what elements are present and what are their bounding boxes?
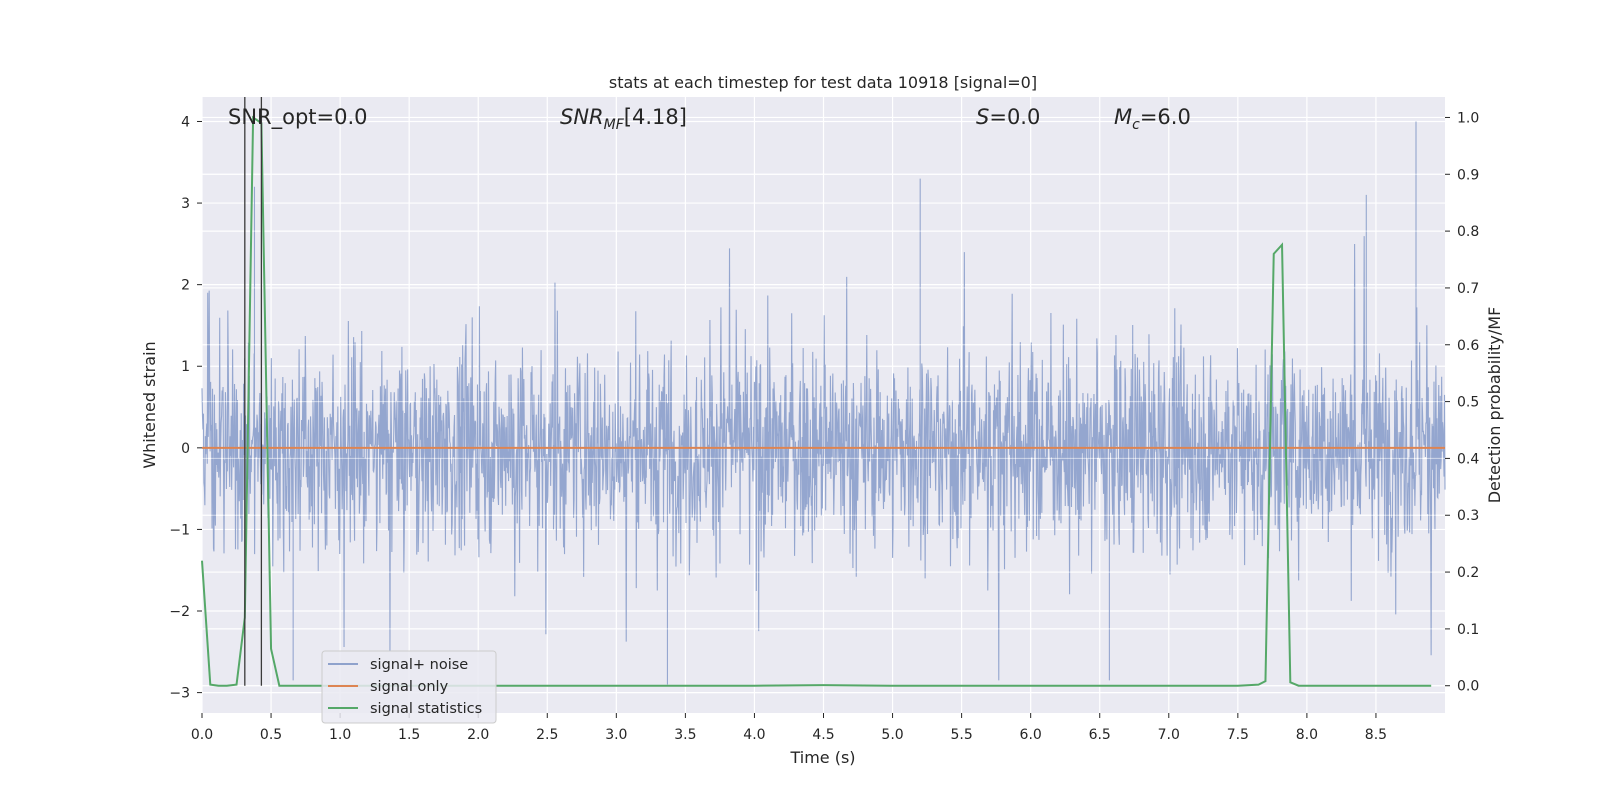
- x-tick-label: 6.0: [1020, 727, 1042, 743]
- x-tick-label: 0.0: [191, 727, 213, 743]
- legend: signal+ noise signal only signal statist…: [321, 650, 497, 724]
- annotation-snr-mf: SNRMF[4.18]: [560, 105, 687, 133]
- x-tick-label: 3.5: [674, 727, 696, 743]
- x-tick-label: 1.0: [329, 727, 351, 743]
- y2-tick-label: 0.8: [1457, 224, 1479, 240]
- annotation-s: S=0.0: [976, 105, 1040, 129]
- y2-tick-label: 0.6: [1457, 338, 1479, 354]
- x-tick-label: 7.5: [1227, 727, 1249, 743]
- y2-tick-label: 0.1: [1457, 622, 1479, 638]
- y2-tick-label: 0.3: [1457, 508, 1479, 524]
- y2-tick-label: 0.7: [1457, 281, 1479, 297]
- x-tick-label: 8.5: [1365, 727, 1387, 743]
- noise-series-layer: [201, 116, 1446, 687]
- x-tick-label: 2.0: [467, 727, 489, 743]
- x-tick-label: 5.5: [950, 727, 972, 743]
- annotation-s-value: =0.0: [989, 105, 1040, 129]
- x-tick-label: 8.0: [1296, 727, 1318, 743]
- y-tick-label: −1: [169, 522, 190, 538]
- legend-box: [321, 650, 497, 724]
- x-tick-label: 1.5: [398, 727, 420, 743]
- annotation-snr-opt: SNR_opt=0.0: [228, 105, 368, 130]
- x-tick-label: 3.0: [605, 727, 627, 743]
- y2-tick-label: 0.2: [1457, 565, 1479, 581]
- y-tick-label: −3: [169, 686, 190, 702]
- y2-tick-label: 0.9: [1457, 167, 1479, 183]
- annotation-mc-value: =6.0: [1140, 105, 1191, 129]
- y-axis-label: Whitened strain: [140, 341, 159, 468]
- y-tick-label: 2: [181, 278, 190, 294]
- legend-label-statistics: signal statistics: [370, 701, 482, 717]
- vertical-marker-layer: [244, 97, 263, 686]
- x-tick-label: 2.5: [536, 727, 558, 743]
- y-tick-label: 0: [181, 441, 190, 457]
- y-tick-label: −2: [169, 604, 190, 620]
- x-tick-label: 6.5: [1089, 727, 1111, 743]
- x-tick-label: 5.0: [881, 727, 903, 743]
- x-tick-label: 7.0: [1158, 727, 1180, 743]
- legend-label-signal: signal only: [370, 679, 449, 695]
- tick-layer: 0.0 0.5 1.0 1.5 2.0 2.5 3.0 3.5 4.0 4.5 5.0 5.5 6.0 6…: [169, 110, 1479, 743]
- y2-tick-label: 0.4: [1457, 451, 1479, 467]
- y2-tick-label: 1.0: [1457, 110, 1479, 126]
- y2-tick-label: 0.5: [1457, 395, 1479, 411]
- y-tick-label: 1: [181, 359, 190, 375]
- legend-label-noise: signal+ noise: [370, 657, 468, 673]
- y2-tick-label: 0.0: [1457, 679, 1479, 695]
- chart-title: stats at each timestep for test data 109…: [609, 73, 1037, 92]
- y2-axis-label: Detection probability/MF: [1485, 307, 1504, 504]
- annotation-mc: Mc=6.0: [1114, 105, 1191, 133]
- y-tick-label: 4: [181, 114, 190, 130]
- x-tick-label: 0.5: [260, 727, 282, 743]
- x-tick-label: 4.0: [743, 727, 765, 743]
- y-tick-label: 3: [181, 196, 190, 212]
- x-axis-label: Time (s): [789, 748, 855, 767]
- x-tick-label: 4.5: [812, 727, 834, 743]
- series-signal-noise: [201, 121, 1446, 685]
- annotation-snr-mf-value: [4.18]: [624, 105, 687, 129]
